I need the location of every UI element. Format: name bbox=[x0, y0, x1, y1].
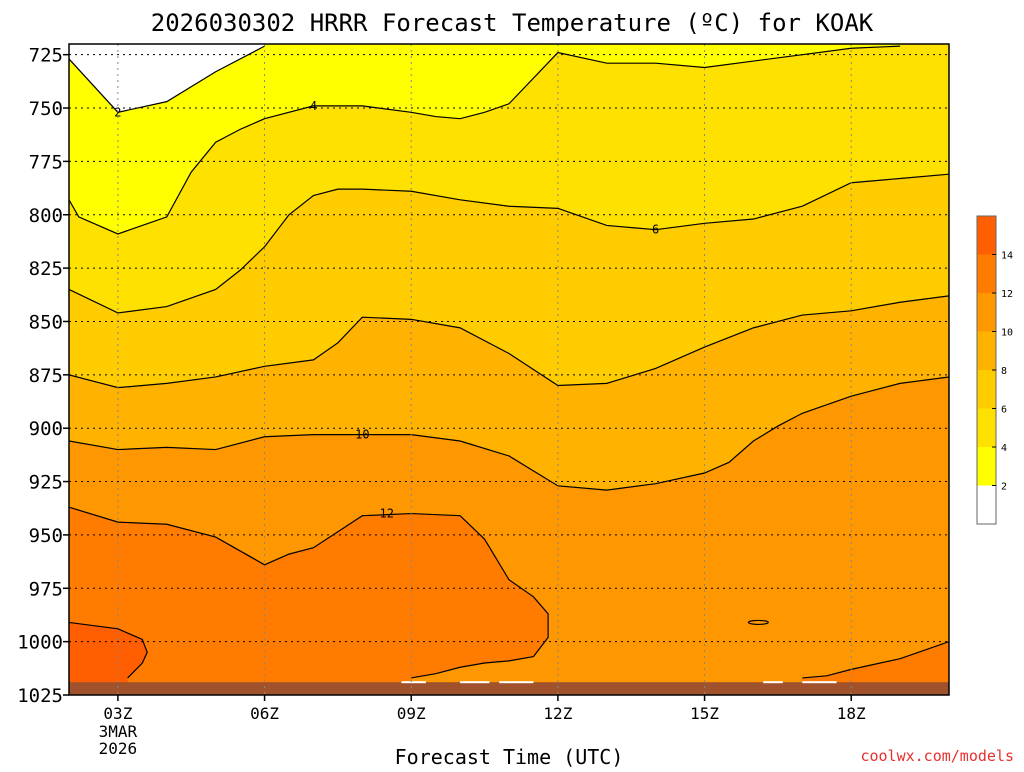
grid-lines bbox=[69, 44, 949, 696]
contour-label-12: 12 bbox=[380, 507, 394, 521]
colorbar-label-4: 4 bbox=[1001, 443, 1007, 454]
xtick-label-12Z: 12Z bbox=[543, 704, 572, 723]
ytick-label-775: 775 bbox=[29, 151, 63, 173]
colorbar-swatch-2 bbox=[977, 408, 996, 447]
colorbar-label-12: 12 bbox=[1001, 289, 1013, 300]
contour-line-10 bbox=[69, 376, 949, 491]
contour-loop-small bbox=[747, 619, 769, 626]
xtick-label-09Z: 09Z bbox=[397, 704, 426, 723]
colorbar-label-6: 6 bbox=[1001, 405, 1007, 416]
xtick-sublabel-2026: 2026 bbox=[99, 739, 138, 758]
contour-line-2 bbox=[69, 45, 265, 113]
ytick-label-850: 850 bbox=[29, 311, 63, 333]
contour-line-12 bbox=[69, 506, 549, 679]
credit-text: coolwx.com/models bbox=[860, 747, 1014, 765]
ytick-label-900: 900 bbox=[29, 418, 63, 440]
band-below-2 bbox=[69, 44, 265, 113]
contour-label-6: 6 bbox=[652, 223, 659, 237]
colorbar-swatch-4 bbox=[977, 331, 996, 370]
contour-label-4: 4 bbox=[310, 99, 317, 113]
ytick-label-725: 725 bbox=[29, 45, 63, 67]
colorbar-label-14: 14 bbox=[1001, 251, 1013, 262]
ytick-label-975: 975 bbox=[29, 578, 63, 600]
ytick-label-875: 875 bbox=[29, 365, 63, 387]
colorbar-swatch-7 bbox=[977, 216, 996, 255]
ytick-label-925: 925 bbox=[29, 472, 63, 494]
ground-gap-4 bbox=[802, 681, 837, 684]
ground-gap-2 bbox=[499, 681, 534, 684]
ground-area bbox=[69, 682, 949, 695]
ytick-label-1025: 1025 bbox=[17, 685, 63, 707]
contour-line-6 bbox=[69, 173, 949, 314]
colorbar-label-2: 2 bbox=[1001, 482, 1007, 493]
contour-label-2: 2 bbox=[114, 105, 121, 119]
ytick-label-750: 750 bbox=[29, 98, 63, 120]
colorbar-swatch-6 bbox=[977, 254, 996, 293]
xtick-label-15Z: 15Z bbox=[690, 704, 719, 723]
ground-gap-1 bbox=[460, 681, 490, 684]
ytick-label-1000: 1000 bbox=[17, 632, 63, 654]
xtick-sublabel-3MAR: 3MAR bbox=[99, 722, 138, 741]
ground-gap-0 bbox=[401, 681, 426, 684]
colorbar-label-8: 8 bbox=[1001, 366, 1007, 377]
band-2-4 bbox=[69, 44, 901, 234]
contour-line-4 bbox=[69, 45, 901, 235]
colorbar-swatch-5 bbox=[977, 293, 996, 332]
xtick-label-18Z: 18Z bbox=[837, 704, 866, 723]
ground-gap-3 bbox=[763, 681, 783, 684]
colorbar-swatch-0 bbox=[977, 485, 996, 524]
colorbar-label-10: 10 bbox=[1001, 328, 1013, 339]
band-14-plus bbox=[69, 622, 148, 695]
ytick-label-800: 800 bbox=[29, 205, 63, 227]
xtick-label-06Z: 06Z bbox=[250, 704, 279, 723]
ytick-label-825: 825 bbox=[29, 258, 63, 280]
band-12-14 bbox=[69, 507, 549, 695]
colorbar-swatch-3 bbox=[977, 370, 996, 409]
contour-line-8 bbox=[69, 295, 949, 389]
contour-label-10: 10 bbox=[355, 428, 369, 442]
ytick-label-950: 950 bbox=[29, 525, 63, 547]
chart-title: 2026030302 HRRR Forecast Temperature (ºC… bbox=[151, 9, 874, 37]
xtick-label-03Z: 03Z bbox=[103, 704, 132, 723]
contour-line-14 bbox=[69, 621, 148, 679]
colorbar-legend: 2 4 6 8 10 12 14 bbox=[976, 215, 1013, 525]
colorbar-swatch-1 bbox=[977, 447, 996, 486]
plot-area bbox=[69, 44, 949, 695]
x-axis-label: Forecast Time (UTC) bbox=[395, 745, 624, 768]
plot-frame bbox=[68, 43, 950, 696]
